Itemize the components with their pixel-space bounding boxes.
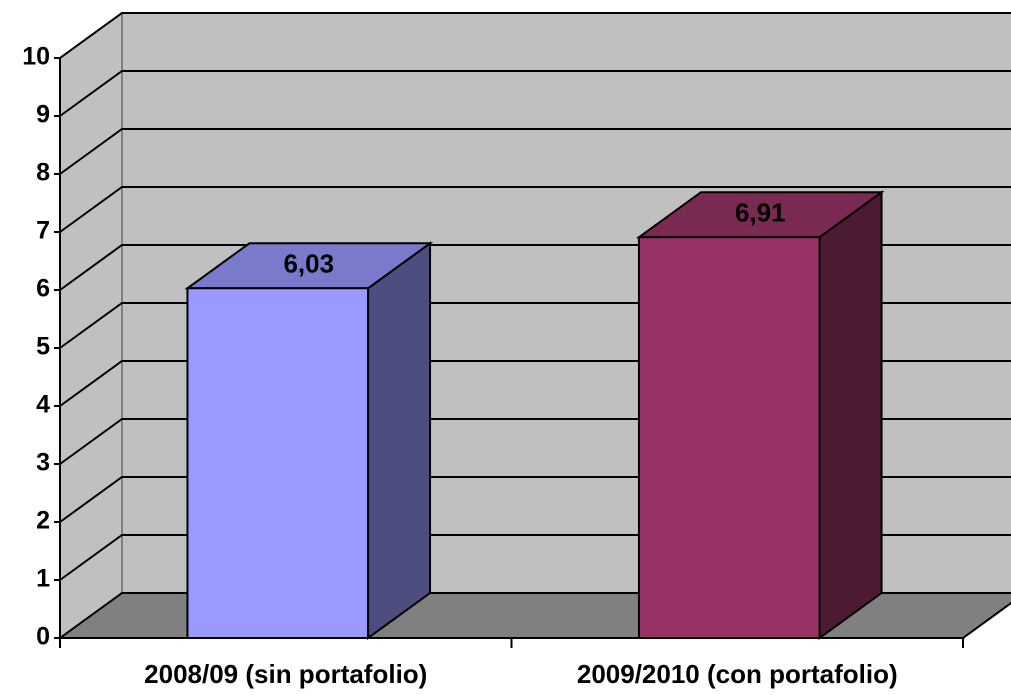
y-tick-label: 7 (36, 217, 50, 245)
y-tick-label: 8 (36, 159, 50, 187)
y-tick-label: 5 (36, 333, 50, 361)
grid-line (59, 128, 1011, 175)
grid-line (59, 186, 1011, 233)
bar-side (818, 190, 883, 640)
y-tick-label: 1 (36, 565, 50, 593)
bar (186, 287, 370, 639)
y-tick-label: 9 (36, 101, 50, 129)
bar-side (367, 241, 432, 640)
grid-line (59, 12, 1011, 59)
y-tick-label: 6 (36, 275, 50, 303)
y-tick-label: 4 (36, 391, 50, 419)
x-tick-label: 2008/09 (sin portafolio) (144, 659, 427, 689)
x-axis-depth (962, 601, 1011, 639)
x-tick-label: 2009/2010 (con portafolio) (577, 659, 898, 689)
data-label: 6,91 (735, 198, 786, 228)
grid-line (59, 70, 1011, 117)
y-tick-label: 0 (36, 623, 50, 651)
bar (637, 236, 821, 639)
y-tick-label: 2 (36, 507, 50, 535)
y-tick-label: 10 (22, 43, 50, 71)
y-tick-label: 3 (36, 449, 50, 477)
data-label: 6,03 (283, 249, 334, 279)
